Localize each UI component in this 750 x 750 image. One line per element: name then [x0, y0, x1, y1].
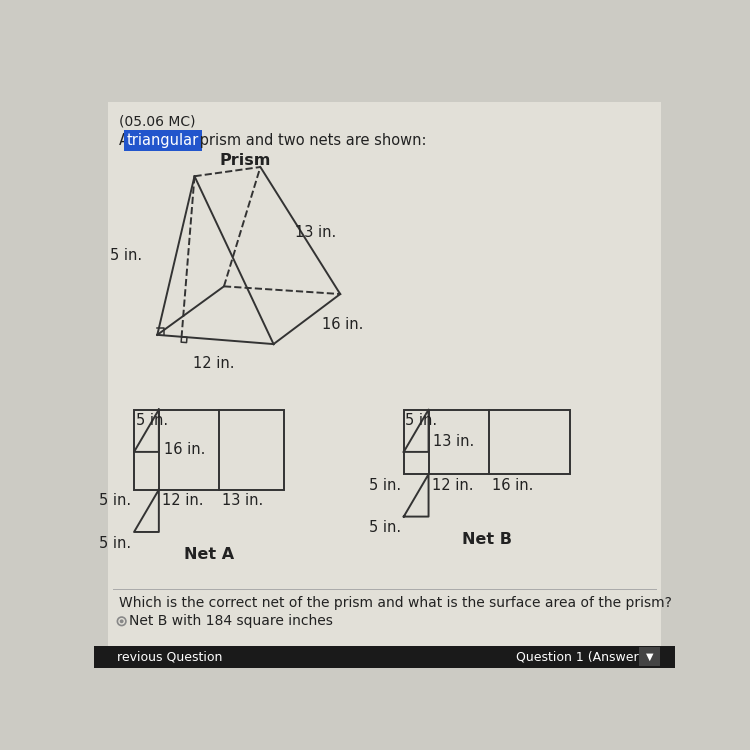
Bar — [404, 410, 569, 474]
Text: Net B: Net B — [462, 532, 512, 547]
Text: Which is the correct net of the prism and what is the surface area of the prism?: Which is the correct net of the prism an… — [118, 596, 671, 610]
Circle shape — [120, 620, 124, 623]
Text: 5 in.: 5 in. — [110, 248, 142, 263]
Text: 16 in.: 16 in. — [492, 478, 533, 493]
Text: Net A: Net A — [184, 548, 234, 562]
Text: 16 in.: 16 in. — [322, 317, 364, 332]
Text: ▼: ▼ — [646, 652, 653, 662]
Text: 13 in.: 13 in. — [223, 494, 264, 508]
Text: 5 in.: 5 in. — [136, 413, 168, 428]
Text: 5 in.: 5 in. — [368, 478, 400, 493]
Text: Question 1 (Answered): Question 1 (Answered) — [516, 651, 659, 664]
Text: 5 in.: 5 in. — [405, 413, 437, 428]
Text: 13 in.: 13 in. — [296, 225, 337, 240]
Text: 13 in.: 13 in. — [433, 434, 475, 449]
Text: triangular: triangular — [127, 133, 200, 148]
Text: 16 in.: 16 in. — [164, 442, 205, 457]
Text: Prism: Prism — [219, 153, 271, 168]
Bar — [134, 410, 284, 490]
Text: 5 in.: 5 in. — [99, 494, 131, 508]
Text: 12 in.: 12 in. — [162, 494, 203, 508]
Text: Net B with 184 square inches: Net B with 184 square inches — [130, 614, 333, 628]
Bar — [639, 647, 659, 666]
Bar — [94, 646, 675, 669]
Text: prism and two nets are shown:: prism and two nets are shown: — [195, 133, 427, 148]
Text: 12 in.: 12 in. — [194, 356, 235, 370]
Text: 5 in.: 5 in. — [99, 536, 131, 550]
Text: 5 in.: 5 in. — [368, 520, 400, 536]
Text: A: A — [118, 133, 134, 148]
Text: 12 in.: 12 in. — [432, 478, 473, 493]
Text: (05.06 MC): (05.06 MC) — [118, 115, 195, 129]
Text: revious Question: revious Question — [117, 651, 222, 664]
